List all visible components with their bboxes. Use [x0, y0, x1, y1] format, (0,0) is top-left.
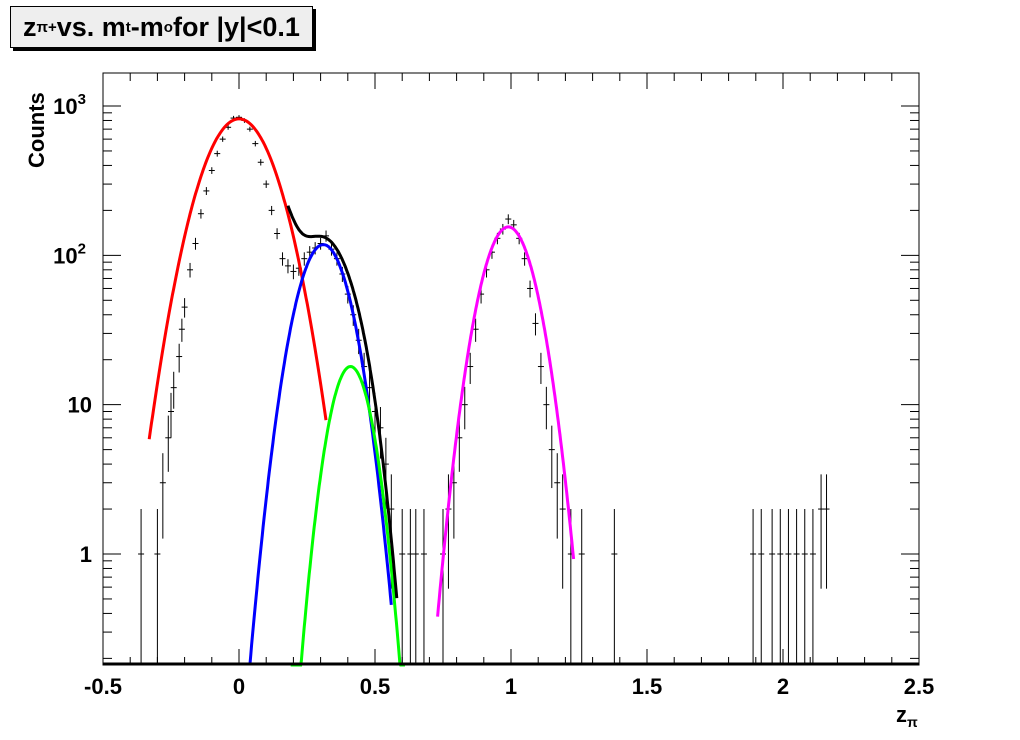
data-point	[246, 126, 253, 132]
data-point	[178, 318, 185, 342]
data-point	[559, 474, 566, 589]
data-point	[785, 509, 792, 665]
data-point	[192, 237, 199, 250]
data-point	[758, 509, 765, 665]
data-point	[263, 180, 270, 188]
data-point	[203, 187, 210, 195]
x-tick-label: 1	[505, 674, 517, 699]
x-tick-label: 2	[777, 674, 789, 699]
data-point	[219, 136, 226, 142]
data-point	[461, 386, 468, 430]
data-point	[554, 453, 561, 539]
data-point	[208, 167, 215, 174]
fit-curve	[436, 225, 576, 617]
data-point	[777, 509, 784, 665]
data-point	[168, 392, 174, 438]
x-tick-label: 2.5	[904, 674, 935, 699]
data-point	[181, 298, 188, 318]
fit-curve	[147, 117, 328, 440]
data-point	[412, 509, 419, 665]
fit-curves	[103, 117, 919, 667]
x-tick-label: 0.5	[360, 674, 391, 699]
data-point	[279, 252, 286, 266]
data-point	[268, 205, 275, 216]
data-point	[138, 509, 145, 665]
data-point	[750, 509, 757, 665]
fit-curve	[290, 364, 405, 667]
data-point	[159, 453, 166, 539]
fit-curve	[248, 243, 393, 666]
y-axis-label: Counts	[24, 92, 49, 168]
data-point	[505, 214, 512, 225]
data-point	[521, 252, 528, 266]
data-point	[527, 280, 534, 298]
x-tick-label: 1.5	[632, 674, 663, 699]
data-point	[290, 264, 297, 280]
y-tick-label: 103	[53, 91, 86, 119]
data-point	[170, 371, 177, 409]
data-point	[176, 343, 183, 373]
data-point	[154, 509, 161, 665]
data-point	[420, 509, 427, 665]
x-tick-label: -0.5	[84, 674, 122, 699]
fit-curve	[286, 205, 399, 599]
data-point	[399, 509, 406, 665]
x-axis-label: zπ	[896, 702, 918, 730]
data-point	[532, 313, 539, 336]
data-point	[165, 415, 172, 472]
data-point	[611, 509, 618, 665]
data-point	[214, 150, 221, 157]
data-point	[472, 318, 479, 342]
data-point	[197, 209, 204, 219]
data-point	[801, 509, 808, 665]
data-point	[548, 425, 555, 489]
data-point	[823, 474, 830, 589]
y-tick-label: 1	[80, 542, 92, 567]
data-point	[301, 252, 308, 266]
tick-labels: -0.5 0 0.5 1 1.5 2 2.5 1 10 102 103	[53, 91, 934, 699]
y-tick-label: 10	[68, 393, 92, 418]
chart-title: z π+ vs. m t -m o for |y|<0.1	[10, 6, 313, 48]
data-points	[138, 115, 830, 665]
data-point	[769, 509, 776, 665]
data-point	[537, 352, 544, 384]
data-point	[809, 509, 816, 665]
data-point	[284, 259, 291, 274]
data-point	[257, 159, 264, 166]
data-point	[578, 509, 585, 665]
data-point	[467, 352, 474, 384]
data-point	[187, 262, 194, 278]
data-point	[274, 228, 281, 240]
y-tick-label: 102	[53, 240, 86, 268]
data-point	[818, 474, 825, 589]
data-point	[252, 140, 259, 147]
data-point	[543, 386, 550, 430]
data-point	[407, 509, 414, 665]
x-tick-label: 0	[233, 674, 245, 699]
data-point	[793, 509, 800, 665]
